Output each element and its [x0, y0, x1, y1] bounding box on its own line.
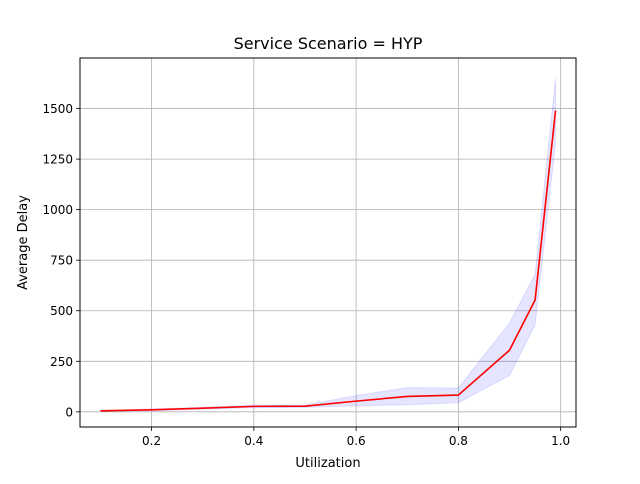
- x-axis-label: Utilization: [295, 456, 360, 471]
- y-tick-label: 0: [65, 405, 73, 419]
- series-line: [100, 110, 557, 412]
- y-tick-label: 1500: [42, 102, 73, 116]
- x-tick-label: 0.8: [449, 434, 468, 448]
- x-tick-label: 0.6: [347, 434, 366, 448]
- y-tick-label: 500: [50, 304, 73, 318]
- x-tick-label: 1.0: [551, 434, 570, 448]
- plot-frame: [79, 57, 577, 428]
- grid-layer: [80, 58, 576, 427]
- x-axis-ticks: 0.2 0.4 0.6 0.8 1.0: [142, 427, 570, 448]
- y-axis-ticks: 0 250 500 750 1000 1250 1500: [42, 102, 80, 419]
- y-tick-label: 750: [50, 254, 73, 268]
- confidence-band: [99, 78, 557, 412]
- series-line-layer: [100, 110, 557, 412]
- confidence-band-layer: [99, 78, 557, 412]
- y-axis-label: Average Delay: [16, 195, 31, 290]
- x-tick-label: 0.2: [142, 434, 161, 448]
- y-tick-label: 1250: [42, 153, 73, 167]
- x-tick-label: 0.4: [244, 434, 263, 448]
- y-tick-label: 1000: [42, 203, 73, 217]
- chart-title: Service Scenario = HYP: [234, 34, 423, 53]
- y-tick-label: 250: [50, 355, 73, 369]
